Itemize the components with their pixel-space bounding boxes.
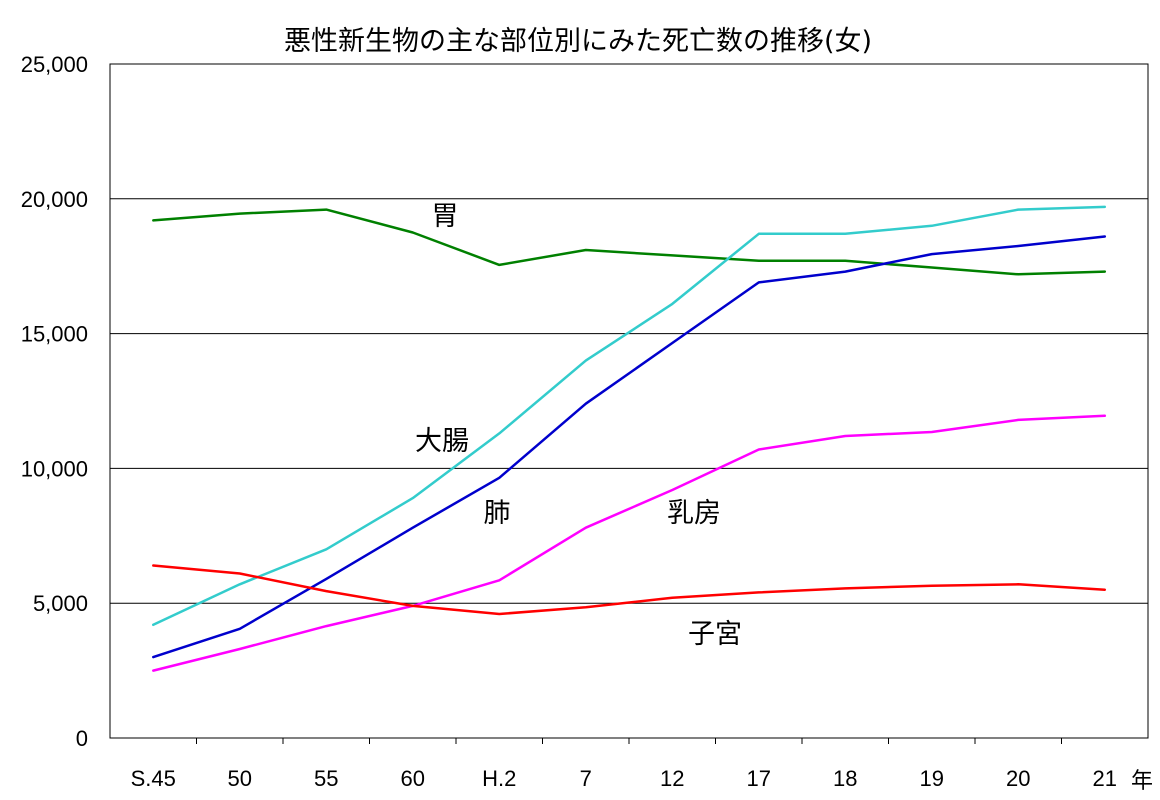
axes xyxy=(109,63,1149,744)
x-tick-label-10: 20 xyxy=(1006,766,1030,791)
y-tick-label-3: 15,000 xyxy=(21,322,88,347)
series-label-4: 子宮 xyxy=(688,619,742,650)
series-line-2 xyxy=(152,235,1107,659)
x-tick-label-4: H.2 xyxy=(482,766,516,791)
x-tick-label-0: S.45 xyxy=(131,766,176,791)
x-tick-label-2: 55 xyxy=(314,766,338,791)
y-tick-label-0: 0 xyxy=(76,726,88,751)
plot-area-border xyxy=(109,63,1149,739)
y-tick-label-2: 10,000 xyxy=(21,456,88,481)
x-tick-label-3: 60 xyxy=(401,766,425,791)
x-axis-unit-label: 年 xyxy=(1131,769,1153,794)
x-tick-labels: S.45 50 55 60 H.2 7 12 17 18 19 20 21 xyxy=(131,766,1117,791)
series-label-0: 胃 xyxy=(432,201,459,232)
series-lines xyxy=(152,205,1107,672)
x-tick-label-9: 19 xyxy=(920,766,944,791)
y-tick-label-4: 20,000 xyxy=(21,187,88,212)
series-label-2: 肺 xyxy=(484,498,511,529)
y-tick-label-1: 5,000 xyxy=(33,591,88,616)
series-label-3: 乳房 xyxy=(667,498,721,529)
y-tick-labels: 0 5,000 10,000 15,000 20,000 25,000 xyxy=(21,52,88,751)
x-tick-label-8: 18 xyxy=(833,766,857,791)
series-label-1: 大腸 xyxy=(415,426,469,457)
series-line-0 xyxy=(152,208,1107,276)
x-tick-label-6: 12 xyxy=(660,766,684,791)
x-tick-label-11: 21 xyxy=(1093,766,1117,791)
x-tick-label-1: 50 xyxy=(228,766,252,791)
y-tick-label-5: 25,000 xyxy=(21,52,88,77)
series-line-4 xyxy=(152,564,1107,616)
chart-title: 悪性新生物の主な部位別にみた死亡数の推移(女) xyxy=(284,26,872,57)
series-line-1 xyxy=(152,205,1107,627)
x-tick-label-5: 7 xyxy=(580,766,592,791)
x-tick-label-7: 17 xyxy=(747,766,771,791)
series-line-3 xyxy=(152,414,1107,672)
